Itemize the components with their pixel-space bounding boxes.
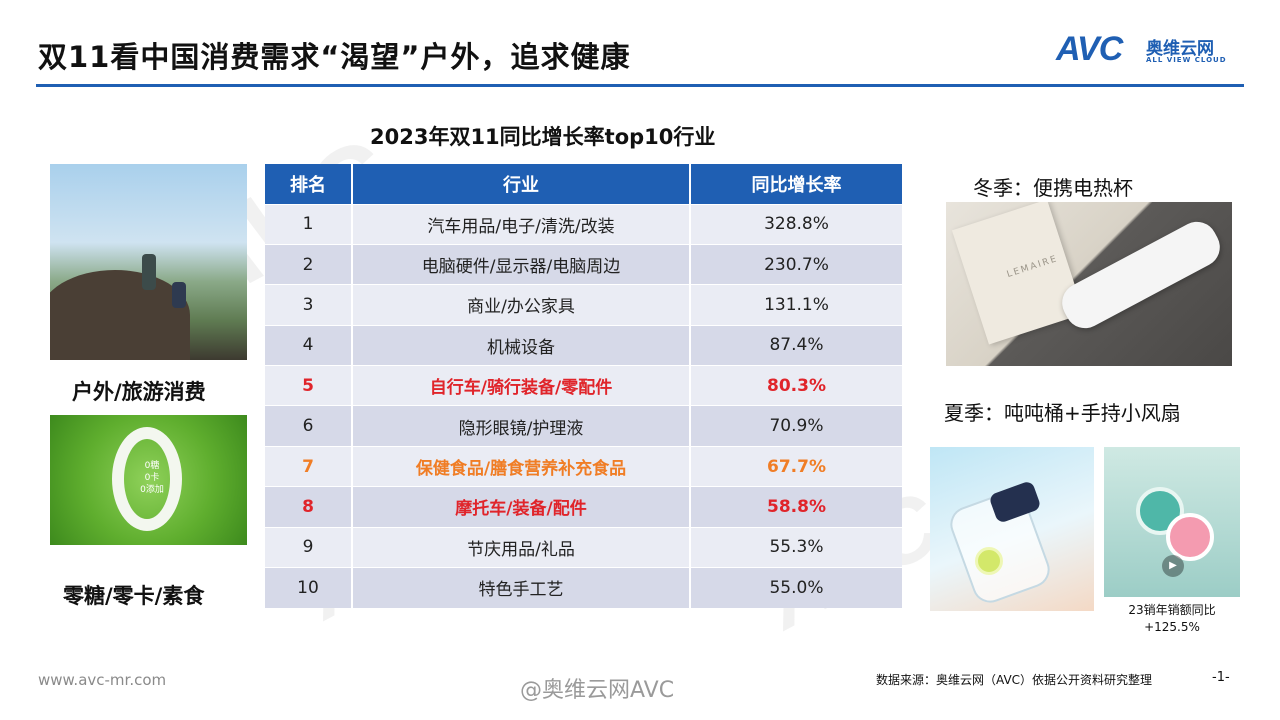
table-row: 9 节庆用品/礼品 55.3% xyxy=(265,526,902,568)
fan-caption-value: +125.5% xyxy=(1144,620,1200,634)
cell-industry: 隐形眼镜/护理液 xyxy=(352,405,691,447)
lemon-slice-shape xyxy=(975,547,1003,575)
cell-rank: 6 xyxy=(265,405,353,447)
logo-cn-text: 奥维云网 xyxy=(1146,39,1214,59)
cell-growth: 58.8% xyxy=(690,486,902,528)
cell-rank: 2 xyxy=(265,243,353,285)
cell-rank: 4 xyxy=(265,324,353,366)
table-row: 2 电脑硬件/显示器/电脑周边 230.7% xyxy=(265,243,902,285)
cell-growth: 328.8% xyxy=(690,203,902,245)
cell-growth: 55.0% xyxy=(690,567,902,608)
table-row: 5 自行车/骑行装备/零配件 80.3% xyxy=(265,365,902,406)
water-bottle-image xyxy=(930,447,1094,611)
bottle-cap-shape xyxy=(988,480,1042,524)
cell-growth: 87.4% xyxy=(690,324,902,366)
cell-rank: 1 xyxy=(265,203,353,245)
cell-industry: 汽车用品/电子/清洗/改装 xyxy=(352,203,691,245)
column-header-rank: 排名 xyxy=(265,164,353,204)
zero-text-line: 0添加 xyxy=(140,485,164,495)
cell-rank: 9 xyxy=(265,526,353,568)
winter-label: 冬季：便携电热杯 xyxy=(973,176,1133,200)
cell-industry: 机械设备 xyxy=(352,324,691,366)
title-divider xyxy=(36,84,1244,87)
cell-industry: 保健食品/膳食营养补充食品 xyxy=(352,445,691,487)
outdoor-hiking-image xyxy=(50,164,247,360)
cell-growth: 230.7% xyxy=(690,243,902,285)
zero-text: 0糖 0卡 0添加 xyxy=(132,460,172,496)
zero-text-line: 0糖 xyxy=(144,461,160,471)
logo-mark: AVC xyxy=(1056,30,1123,68)
cell-industry: 节庆用品/礼品 xyxy=(352,526,691,568)
cell-rank: 8 xyxy=(265,486,353,528)
cell-growth: 55.3% xyxy=(690,526,902,568)
summer-label: 夏季：吨吨桶+手持小风扇 xyxy=(944,401,1181,425)
outdoor-label: 户外/旅游消费 xyxy=(72,380,206,404)
avc-logo: AVC 奥维云网 ALL VIEW CLOUD xyxy=(1056,30,1246,70)
hiker-figure xyxy=(142,254,156,290)
cell-rank: 7 xyxy=(265,445,353,487)
cell-industry: 特色手工艺 xyxy=(352,567,691,608)
zero-sugar-label: 零糖/零卡/素食 xyxy=(63,584,205,608)
cell-rank: 5 xyxy=(265,365,353,406)
column-header-growth: 同比增长率 xyxy=(690,164,902,204)
handheld-fan-image: ▶ xyxy=(1104,447,1240,597)
table-title: 2023年双11同比增长率top10行业 xyxy=(370,125,716,149)
footer-data-source: 数据来源：奥维云网（AVC）依据公开资料研究整理 xyxy=(876,673,1153,687)
cell-industry: 摩托车/装备/配件 xyxy=(352,486,691,528)
page-title: 双11看中国消费需求“渴望”户外，追求健康 xyxy=(38,40,631,74)
cell-growth: 80.3% xyxy=(690,365,902,406)
cell-industry: 电脑硬件/显示器/电脑周边 xyxy=(352,243,691,285)
play-icon[interactable]: ▶ xyxy=(1162,555,1184,577)
footer-weibo-handle: @奥维云网AVC xyxy=(520,678,675,703)
table-row: 7 保健食品/膳食营养补充食品 67.7% xyxy=(265,445,902,487)
zero-text-line: 0卡 xyxy=(144,473,160,483)
column-header-industry: 行业 xyxy=(352,164,691,204)
table-row: 3 商业/办公家具 131.1% xyxy=(265,284,902,326)
heated-cup-image: LEMAIRE xyxy=(946,202,1232,366)
page-number: -1- xyxy=(1212,670,1230,685)
cell-growth: 70.9% xyxy=(690,405,902,447)
table-row: 8 摩托车/装备/配件 58.8% xyxy=(265,486,902,528)
footer-website[interactable]: www.avc-mr.com xyxy=(38,671,167,689)
mountain-shape xyxy=(50,270,190,360)
fan-sales-caption: 23销年销额同比 +125.5% xyxy=(1104,602,1240,636)
cell-rank: 10 xyxy=(265,567,353,608)
fan-caption-line: 23销年销额同比 xyxy=(1128,603,1216,617)
table-row: 1 汽车用品/电子/清洗/改装 328.8% xyxy=(265,203,902,245)
cell-growth: 131.1% xyxy=(690,284,902,326)
cell-industry: 商业/办公家具 xyxy=(352,284,691,326)
fan-shape xyxy=(1166,513,1214,561)
cell-industry: 自行车/骑行装备/零配件 xyxy=(352,365,691,406)
growth-ranking-table: 排名 行业 同比增长率 1 汽车用品/电子/清洗/改装 328.8% 2 电脑硬件/显示… xyxy=(265,164,902,608)
table-header-row: 排名 行业 同比增长率 xyxy=(265,164,902,204)
cell-growth: 67.7% xyxy=(690,445,902,487)
table-row: 4 机械设备 87.4% xyxy=(265,324,902,366)
logo-en-text: ALL VIEW CLOUD xyxy=(1146,56,1227,64)
hiker-figure xyxy=(172,282,186,308)
table-row: 6 隐形眼镜/护理液 70.9% xyxy=(265,405,902,447)
cell-rank: 3 xyxy=(265,284,353,326)
heated-cup-shape xyxy=(1055,214,1227,336)
zero-sugar-image: 0糖 0卡 0添加 xyxy=(50,415,247,545)
table-row: 10 特色手工艺 55.0% xyxy=(265,567,902,608)
